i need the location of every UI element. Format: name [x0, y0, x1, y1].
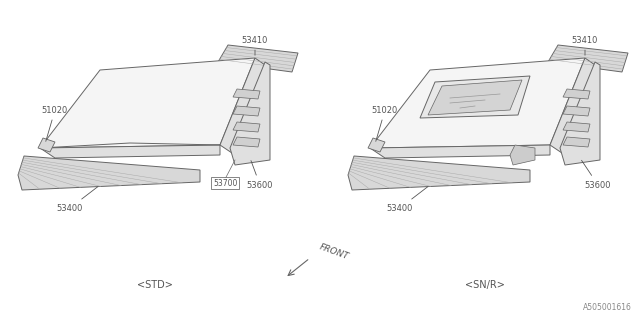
Text: 53400: 53400: [387, 187, 428, 212]
Text: 53600: 53600: [582, 160, 611, 189]
Polygon shape: [560, 62, 600, 165]
Polygon shape: [233, 89, 260, 99]
Text: 51020: 51020: [42, 106, 68, 141]
Polygon shape: [233, 106, 260, 116]
Polygon shape: [563, 106, 590, 116]
Polygon shape: [218, 45, 298, 72]
Polygon shape: [550, 58, 595, 155]
Polygon shape: [233, 137, 260, 147]
Polygon shape: [420, 76, 530, 118]
Polygon shape: [233, 122, 260, 132]
Text: 53410: 53410: [572, 36, 598, 55]
Text: 53600: 53600: [247, 161, 273, 189]
Polygon shape: [563, 122, 590, 132]
Text: 53410: 53410: [242, 36, 268, 55]
Polygon shape: [370, 58, 585, 148]
Polygon shape: [230, 62, 270, 165]
Text: FRONT: FRONT: [318, 243, 350, 261]
Text: A505001616: A505001616: [583, 303, 632, 312]
Text: 53400: 53400: [57, 187, 98, 212]
Polygon shape: [40, 58, 255, 148]
Text: 53700: 53700: [213, 179, 237, 188]
Polygon shape: [428, 80, 522, 115]
Polygon shape: [370, 145, 550, 158]
Polygon shape: [18, 156, 200, 190]
Text: <SN/R>: <SN/R>: [465, 280, 505, 290]
Polygon shape: [548, 45, 628, 72]
Polygon shape: [40, 145, 220, 158]
Polygon shape: [510, 145, 535, 165]
Polygon shape: [563, 137, 590, 147]
Polygon shape: [348, 156, 530, 190]
Text: 51020: 51020: [372, 106, 398, 141]
Polygon shape: [38, 138, 55, 152]
Polygon shape: [563, 89, 590, 99]
Polygon shape: [368, 138, 385, 152]
Polygon shape: [220, 58, 265, 155]
Text: <STD>: <STD>: [137, 280, 173, 290]
